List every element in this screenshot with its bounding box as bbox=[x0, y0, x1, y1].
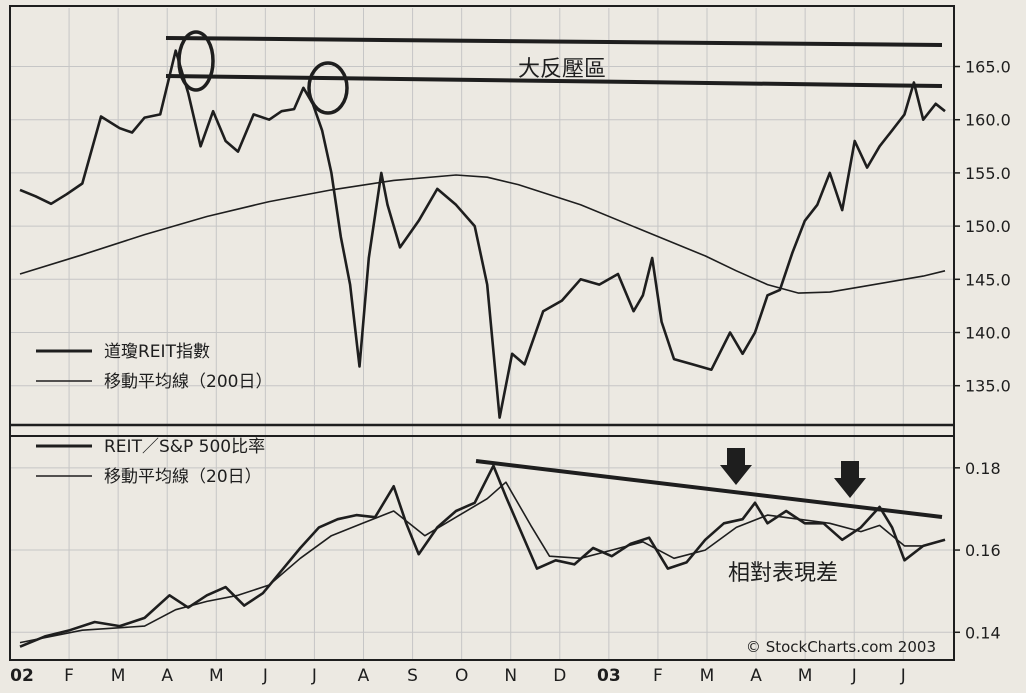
peak-circle-july bbox=[307, 61, 349, 115]
down-arrow-icon bbox=[834, 461, 866, 498]
legend-lower: REIT／S&P 500比率 移動平均線（20日） bbox=[36, 437, 265, 487]
underperformance-annotation: 相對表現差 bbox=[728, 561, 838, 586]
x-tick-label: S bbox=[407, 666, 418, 686]
legend-upper: 道瓊REIT指數 移動平均線（200日） bbox=[36, 342, 272, 392]
relative-trend-line bbox=[475, 459, 943, 519]
x-tick-label: F bbox=[64, 666, 74, 686]
y-axis: 165.0 160.0 155.0 150.0 145.0 140.0 135.0 0.18 0… bbox=[954, 58, 1011, 642]
legend-label-reit-index: 道瓊REIT指數 bbox=[104, 342, 210, 362]
series-reit-index-line bbox=[19, 49, 946, 419]
x-tick-label: A bbox=[161, 666, 173, 686]
x-tick-label: J bbox=[900, 666, 906, 686]
x-tick-label: A bbox=[358, 666, 370, 686]
x-tick-label: 03 bbox=[597, 666, 621, 686]
y-tick-label: 0.14 bbox=[965, 623, 1001, 642]
peak-circle-april bbox=[177, 30, 215, 92]
resistance-zone-annotation: 大反壓區 bbox=[518, 57, 606, 82]
y-tick-label: 145.0 bbox=[965, 270, 1011, 289]
series-ratio-line bbox=[19, 464, 946, 648]
y-tick-label: 160.0 bbox=[965, 111, 1011, 130]
series-lines bbox=[19, 49, 946, 648]
x-tick-label: M bbox=[209, 666, 224, 686]
y-tick-label: 150.0 bbox=[965, 217, 1011, 236]
y-tick-label: 165.0 bbox=[965, 58, 1011, 77]
x-tick-label: O bbox=[455, 666, 468, 686]
resistance-line-upper bbox=[165, 36, 943, 47]
x-tick-label: J bbox=[851, 666, 857, 686]
legend-label-ma20: 移動平均線（20日） bbox=[104, 467, 262, 487]
x-tick-label: 02 bbox=[10, 666, 34, 686]
x-tick-label: M bbox=[700, 666, 715, 686]
down-arrow-icon bbox=[720, 448, 752, 485]
x-axis: 02 F M A M J J A S O N D 03 F M A M J J bbox=[10, 666, 906, 686]
grid bbox=[10, 8, 954, 659]
series-ma200-line bbox=[19, 174, 946, 294]
legend-label-ratio: REIT／S&P 500比率 bbox=[104, 437, 265, 457]
series-ma20-line bbox=[19, 481, 946, 644]
y-tick-label: 155.0 bbox=[965, 164, 1011, 183]
y-tick-label: 0.16 bbox=[965, 541, 1001, 560]
x-tick-label: M bbox=[111, 666, 126, 686]
legend-label-ma200: 移動平均線（200日） bbox=[104, 372, 272, 392]
x-tick-label: F bbox=[653, 666, 663, 686]
y-tick-label: 0.18 bbox=[965, 459, 1001, 478]
x-tick-label: N bbox=[504, 666, 517, 686]
x-tick-label: J bbox=[311, 666, 317, 686]
copyright-credit: © StockCharts.com 2003 bbox=[746, 638, 936, 656]
y-tick-label: 140.0 bbox=[965, 324, 1011, 343]
y-tick-label: 135.0 bbox=[965, 377, 1011, 396]
resistance-line-lower bbox=[165, 74, 943, 88]
x-tick-label: M bbox=[798, 666, 813, 686]
x-tick-label: A bbox=[750, 666, 762, 686]
x-tick-label: D bbox=[553, 666, 566, 686]
x-tick-label: J bbox=[262, 666, 268, 686]
